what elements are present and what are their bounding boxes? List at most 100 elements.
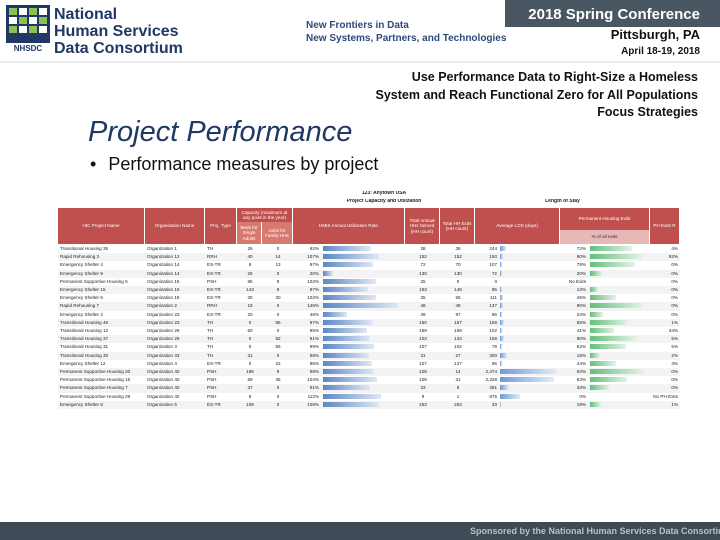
table-cell: RRH [207, 254, 217, 260]
capacity-group: Capacity (maximum at any point in the ye… [237, 208, 293, 222]
los-bar [500, 328, 503, 333]
table-cell: 159 [454, 328, 462, 333]
table-cell: 0 [276, 246, 280, 251]
table-cell: 107 [419, 360, 427, 366]
table-cell: 253 [419, 401, 427, 407]
ph-exit-bar [590, 369, 644, 374]
table-cell: Permanent Supportive Housing 5 [60, 278, 128, 284]
table-cell: Transitional Housing 46 [60, 319, 109, 325]
table-cell: TH [207, 319, 214, 325]
table-cell: 22 [275, 360, 281, 366]
table-cell: Organization 14 [147, 262, 180, 268]
table-cell: 8 [456, 385, 460, 391]
los-bar [500, 393, 521, 399]
table-cell: 56 [275, 344, 281, 350]
subtitle: Focus Strategies [597, 105, 698, 119]
ph-exit-bar [590, 287, 598, 292]
utilization-bar [323, 336, 371, 342]
utilization-bar [323, 262, 374, 268]
table-cell: Organization 33 [147, 352, 180, 358]
table-cell: Permanent Supportive Housing 15 [60, 377, 131, 383]
table-cell: TH [207, 352, 214, 358]
conference: 2018 Spring Conference [528, 6, 700, 23]
utilization-bar [323, 319, 374, 325]
table-cell: 14 [455, 369, 461, 374]
los-bar [500, 377, 554, 383]
table-cell: 0% [671, 278, 678, 284]
los-group: Length of Stay [545, 199, 580, 204]
ph-exit-bar [590, 254, 643, 260]
table-cell: 3% [671, 360, 678, 366]
table-cell: 36 [455, 246, 461, 251]
table-cell: 9 [276, 278, 280, 284]
table-cell: PSH [207, 369, 217, 374]
table-cell: 150 [489, 254, 497, 260]
table-cell: 72 [491, 270, 497, 276]
table-cell: Organization 5 [147, 401, 177, 407]
table-cell: 82 [275, 336, 281, 342]
table-cell: 97% [309, 319, 319, 325]
table-cell: 46% [309, 311, 319, 317]
table-cell: 130 [419, 270, 427, 276]
table-cell: PSH [207, 278, 217, 284]
table-cell: 31 [420, 352, 426, 358]
column-header: Units for Family HHs [262, 222, 293, 244]
table-cell: 92% [309, 246, 319, 251]
table-cell: 65% [576, 319, 586, 325]
table-cell: 8 [248, 262, 252, 268]
table-cell: 152 [454, 254, 462, 260]
table-cell: 18% [576, 352, 586, 358]
table-cell: 33 [420, 385, 426, 391]
ph-exit-bar [590, 344, 626, 350]
table-cell: TH [207, 246, 214, 251]
table-cell: 35 [275, 377, 281, 383]
utilization-bar [323, 360, 373, 366]
table-cell: 108% [307, 401, 319, 407]
event-title: New Frontiers in Data [306, 20, 409, 31]
table-cell: Permanent Supportive Housing 7 [60, 385, 128, 391]
event-subtitle: New Systems, Partners, and Technologies [306, 33, 507, 44]
subtitle: System and Reach Functional Zero for All… [375, 88, 699, 102]
utilization-bar [323, 311, 347, 317]
table-cell: 37 [247, 385, 253, 391]
row-stripe [58, 286, 680, 295]
subtitle: Use Performance Data to Right-Size a Hom… [411, 70, 698, 84]
table-cell: 102 [489, 328, 497, 333]
table-cell: Emergency Shelter 6 [60, 401, 103, 407]
table-cell: 60 [247, 328, 253, 333]
table-cell: 149 [454, 287, 462, 292]
column-header: Organization Name [145, 208, 205, 244]
column-header: Proj. Type [205, 208, 237, 244]
table-cell: 143 [246, 287, 254, 292]
los-bar [500, 295, 503, 301]
table-cell: 108 [419, 377, 427, 383]
location: Pittsburgh, PA [611, 27, 701, 42]
table-cell: Transitional Housing 12 [60, 328, 109, 333]
los-bar [500, 270, 502, 276]
table-cell: 0 [248, 360, 252, 366]
utilization-bar [323, 328, 368, 333]
table-cell: TH [207, 328, 214, 333]
table-cell: 9 [248, 393, 252, 399]
table-cell: ES-TR [207, 360, 221, 366]
table-cell: 0 [456, 278, 460, 284]
column-header: Total Annual HHs Served (HH count) [405, 208, 440, 244]
table-cell: 137 [454, 360, 462, 366]
table-cell: 70 [455, 262, 461, 268]
table-cell: 72 [420, 262, 426, 268]
footer: Sponsored by the National Human Services… [0, 522, 720, 540]
ph-exit-bar [590, 377, 627, 383]
table-cell: 112% [307, 393, 319, 399]
table-cell: 0 [276, 352, 280, 358]
los-bar [500, 352, 507, 358]
table-cell: Organization 40 [147, 369, 180, 374]
ph-exit-bar [590, 295, 617, 301]
row-stripe [58, 269, 680, 278]
los-bar [500, 336, 504, 342]
table-subtitle: Project Capacity and Utilization [346, 199, 422, 204]
table-cell: PSH [207, 377, 217, 383]
table-cell: 244 [489, 246, 497, 251]
table-cell: 0 [276, 303, 280, 309]
table-cell: 40 [247, 254, 253, 260]
table-cell: Organization 29 [147, 336, 180, 342]
